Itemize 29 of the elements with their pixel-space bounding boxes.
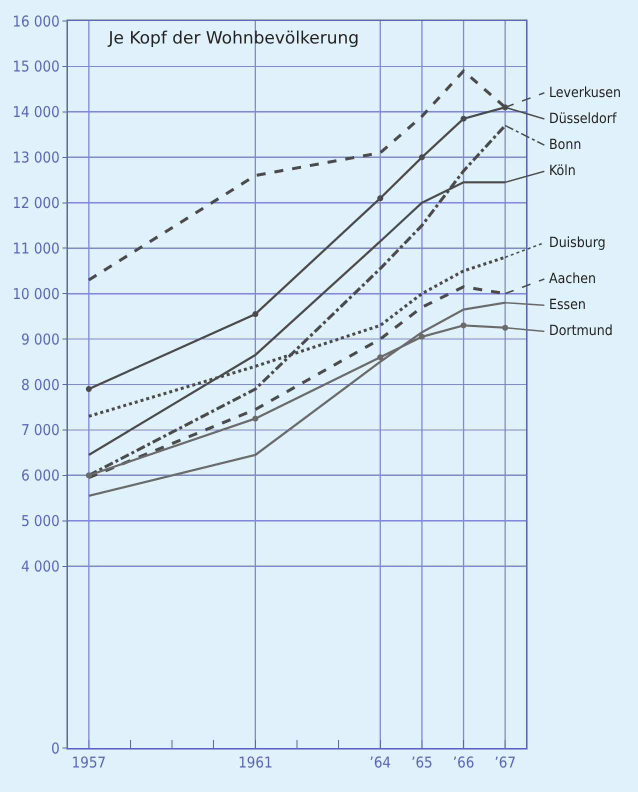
y-tick-label: 5 000	[21, 512, 60, 530]
y-tick-label: 15 000	[12, 58, 60, 76]
y-tick-label: 12 000	[12, 194, 60, 212]
y-tick-label: 4 000	[21, 558, 60, 576]
legend-label: Aachen	[549, 271, 596, 287]
y-tick-label: 16 000	[12, 12, 60, 30]
x-tick-label: 1957	[72, 753, 106, 772]
y-tick-label: 11 000	[12, 239, 60, 258]
x-tick-label: 1961	[238, 753, 273, 772]
x-tick-label: ’67	[494, 753, 516, 772]
y-tick-label: 6 000	[21, 466, 60, 485]
legend-label: Dortmund	[549, 323, 613, 339]
y-tick-label: 7 000	[21, 421, 60, 440]
x-tick-label: ’66	[452, 753, 474, 772]
x-tick-label: ’64	[370, 753, 391, 772]
y-tick-label: 13 000	[12, 148, 60, 167]
text: Je Kopf der Wohnbevölkerung	[107, 28, 360, 49]
y-tick-label: 9 000	[21, 330, 60, 348]
y-tick-label: 8 000	[21, 376, 60, 394]
legend-label: Bonn	[549, 137, 582, 153]
x-tick-label: ’65	[411, 753, 433, 772]
legend-label: Köln	[549, 163, 576, 179]
y-tick-label: 14 000	[12, 103, 60, 122]
legend-label: Düsseldorf	[549, 111, 617, 127]
y-tick-label: 10 000	[12, 284, 60, 303]
legend-label: Essen	[549, 297, 586, 313]
y-tick-label: 0	[51, 739, 60, 758]
legend-label: Duisburg	[549, 235, 606, 251]
legend-label: Leverkusen	[549, 85, 622, 101]
